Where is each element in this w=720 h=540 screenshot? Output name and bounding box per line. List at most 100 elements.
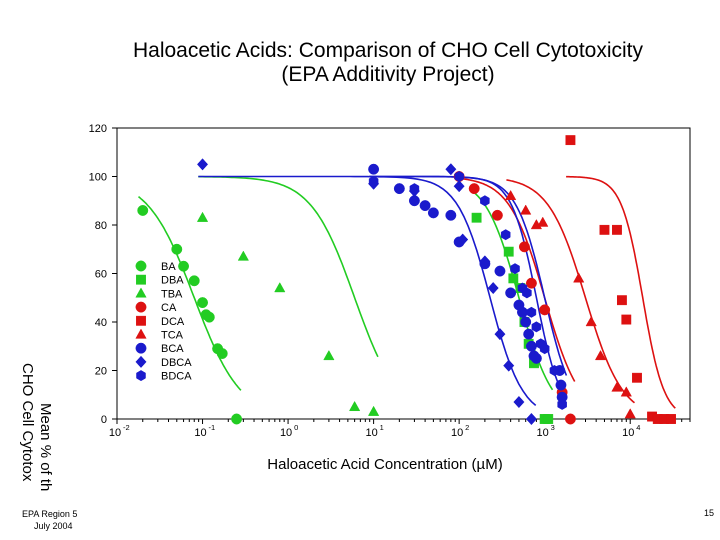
x-tick-exponent: 2 xyxy=(465,423,469,432)
data-point-ba xyxy=(203,311,215,323)
data-point-dbca xyxy=(503,359,515,372)
data-point-tba xyxy=(274,282,286,293)
fit-curve-dbca xyxy=(198,175,537,407)
data-point-bdca xyxy=(549,365,560,376)
x-tick-label: 10 xyxy=(109,427,121,439)
data-point-tba xyxy=(237,250,249,261)
data-point-dbca xyxy=(487,281,499,295)
data-point-ca xyxy=(539,304,551,316)
x-tick-exponent: 4 xyxy=(636,423,640,432)
data-point-bca xyxy=(505,287,517,299)
x-tick-exponent: 3 xyxy=(551,423,555,432)
data-point-dbca xyxy=(479,255,491,268)
data-point-ca xyxy=(525,277,537,289)
data-point-ca xyxy=(491,209,503,221)
data-point-bca xyxy=(523,328,535,340)
data-point-ba xyxy=(171,243,183,255)
data-point-dbca xyxy=(494,328,506,341)
data-point-ba xyxy=(188,275,200,287)
legend-marker-dbca xyxy=(135,355,147,368)
chart-subtitle: (EPA Additivity Project) xyxy=(281,63,494,86)
data-point-bca xyxy=(530,352,542,364)
legend-marker-bca xyxy=(135,342,147,354)
data-point-dbca xyxy=(196,158,209,171)
x-tick-label: 10 xyxy=(365,427,377,439)
data-point-tca xyxy=(620,386,632,397)
footer-org: EPA Region 5 xyxy=(22,509,78,519)
data-point-bdca xyxy=(409,183,420,195)
y-tick-label: 20 xyxy=(95,366,107,378)
legend-label-tba: TBA xyxy=(161,288,183,300)
data-point-bdca xyxy=(454,171,464,182)
x-tick-exponent: 1 xyxy=(380,423,384,432)
data-point-dbca xyxy=(525,412,537,426)
data-point-tca xyxy=(520,204,532,215)
y-tick-label: 80 xyxy=(95,220,107,232)
fit-curves xyxy=(137,175,676,409)
legend-label-tca: TCA xyxy=(161,330,184,342)
x-tick-exponent: -1 xyxy=(209,423,216,432)
data-point-bca xyxy=(445,209,457,221)
y-axis-ticks: 0 20 40 60 80 100 120 xyxy=(89,123,117,426)
data-point-ca xyxy=(518,241,530,253)
legend-marker-dba xyxy=(136,274,146,285)
legend-marker-tca xyxy=(135,328,147,339)
data-point-tca xyxy=(537,216,549,227)
legend-marker-bdca xyxy=(136,370,146,382)
y-axis-label-line1: Mean % of th xyxy=(37,403,54,491)
data-point-bca xyxy=(525,340,537,352)
data-point-dca xyxy=(666,414,676,424)
data-point-tca xyxy=(573,272,585,283)
footer-left: EPA Region 5 July 2004 xyxy=(22,508,77,532)
data-point-bca xyxy=(368,163,380,175)
data-point-dca xyxy=(621,314,632,325)
x-tick-label: 10 xyxy=(537,427,549,439)
legend-label-ba: BA xyxy=(161,261,176,273)
data-point-bca xyxy=(555,379,567,391)
x-tick-exponent: 0 xyxy=(294,423,298,432)
data-point-bdca xyxy=(522,287,532,299)
data-point-ba xyxy=(178,260,190,272)
data-point-dca xyxy=(616,295,627,306)
fit-curve-tca xyxy=(506,179,636,404)
data-point-bca xyxy=(419,200,431,212)
legend-label-dca: DCA xyxy=(161,316,185,328)
data-point-bdca xyxy=(539,343,550,355)
data-point-bca xyxy=(494,265,506,277)
fit-curve-ba xyxy=(137,195,242,391)
page-number: 15 xyxy=(703,508,714,518)
data-point-bdca xyxy=(510,263,520,275)
data-point-tca xyxy=(585,316,597,327)
data-point-tca xyxy=(624,408,636,419)
data-point-dbca xyxy=(445,163,457,176)
x-tick-label: 10 xyxy=(194,427,206,439)
x-tick-label: 10 xyxy=(280,427,292,439)
data-point-dba xyxy=(503,246,514,257)
data-point-ca xyxy=(468,183,480,195)
fit-curve-dca xyxy=(566,175,676,409)
legend-marker-ba xyxy=(135,260,147,272)
data-point-ba xyxy=(197,297,208,309)
x-axis-ticks: 10 -2 10 -1 10 0 10 1 10 2 10 3 10 4 xyxy=(109,419,691,439)
data-point-bdca xyxy=(531,321,542,333)
y-tick-label: 100 xyxy=(89,172,107,184)
data-point-ba xyxy=(216,348,228,359)
plot-frame xyxy=(116,127,691,420)
data-point-tba xyxy=(323,349,335,361)
legend-marker-tba xyxy=(135,287,147,298)
data-point-bca xyxy=(393,183,405,195)
x-tick-label: 10 xyxy=(451,427,463,439)
data-point-bdca xyxy=(526,306,537,318)
y-tick-label: 60 xyxy=(95,269,107,281)
data-point-dbca xyxy=(457,233,469,246)
data-point-dca xyxy=(599,224,610,235)
x-axis-label: Haloacetic Acid Concentration (µM) xyxy=(267,456,502,473)
data-point-bdca xyxy=(557,398,567,410)
data-point-bdca xyxy=(500,229,511,241)
data-point-dca xyxy=(565,135,576,146)
legend-marker-ca xyxy=(135,301,147,313)
legend-label-ca: CA xyxy=(161,302,177,314)
data-point-bca xyxy=(427,207,439,219)
